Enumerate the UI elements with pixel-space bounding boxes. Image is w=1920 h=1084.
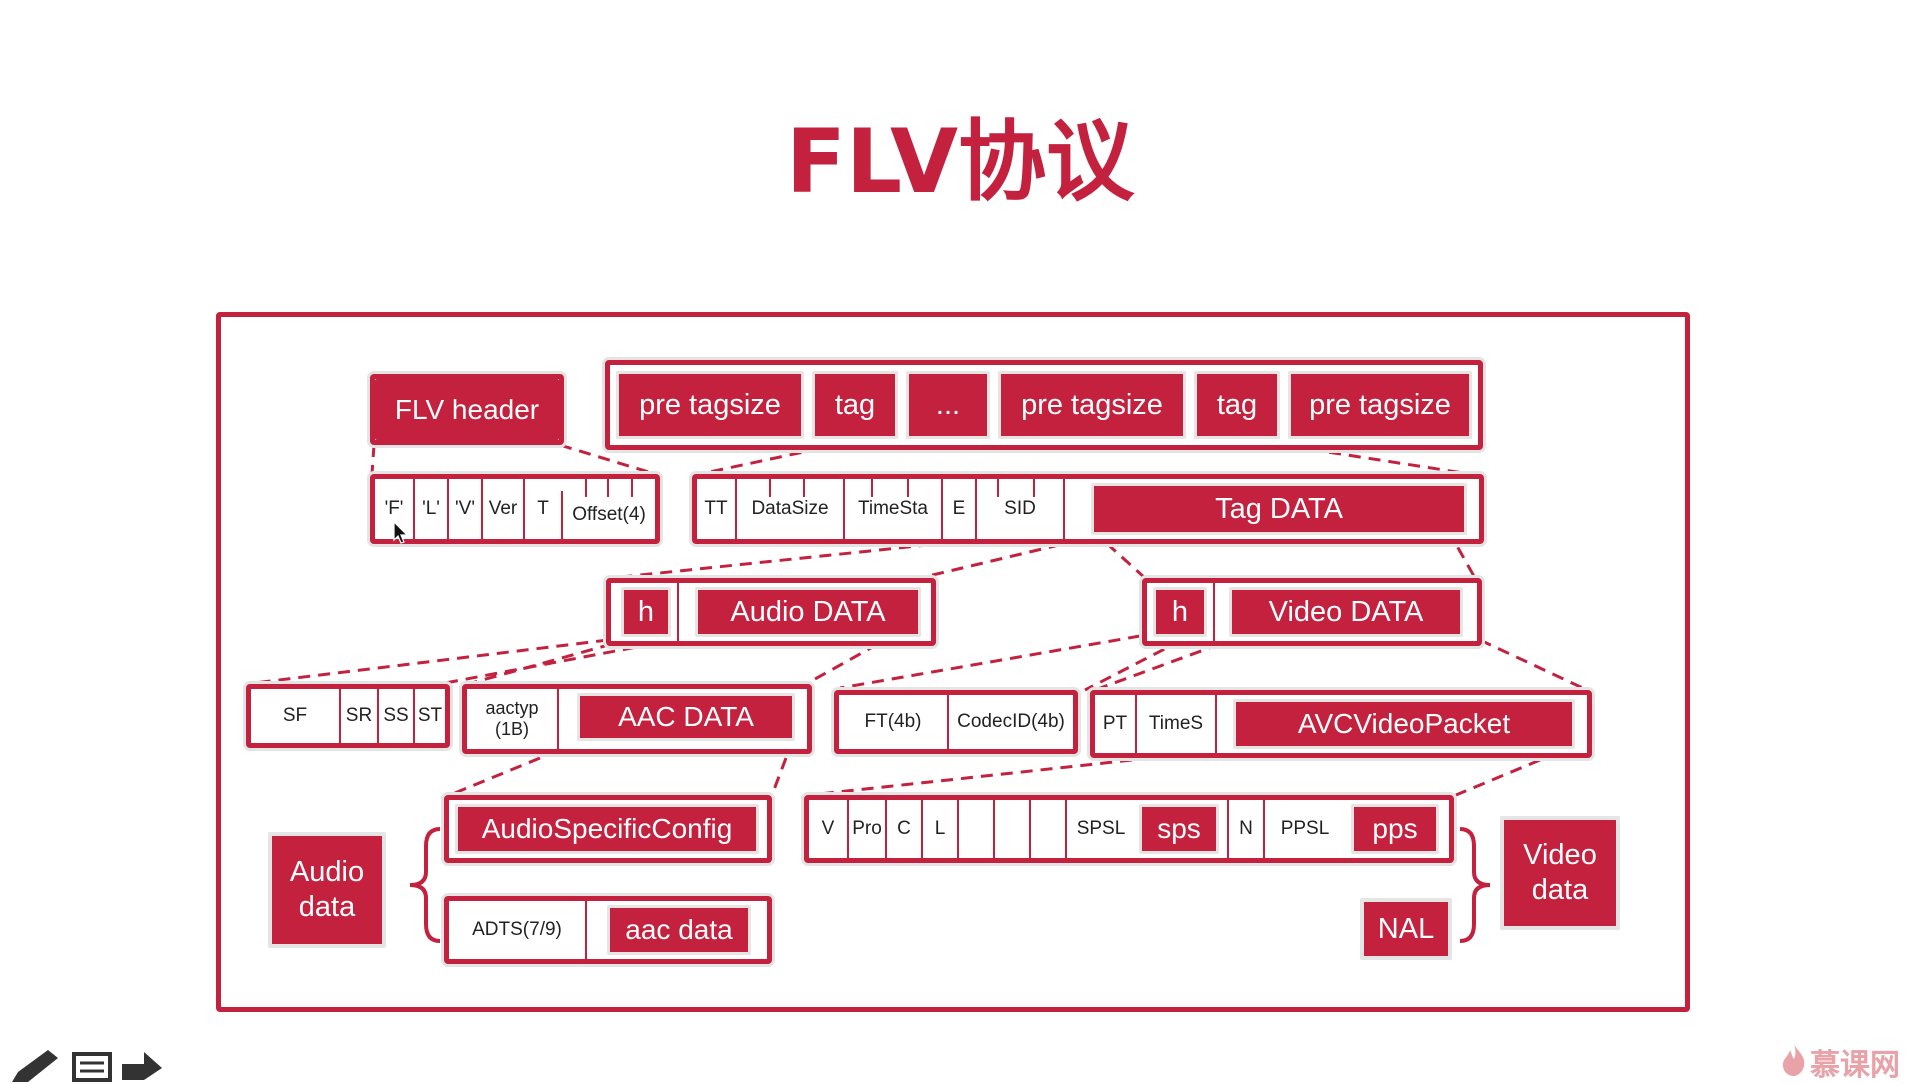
flv-header-label: FLV header xyxy=(375,379,559,440)
field-sid: SID xyxy=(975,479,1063,539)
field-st: ST xyxy=(413,689,445,743)
audio-divider xyxy=(677,583,685,641)
audio-data-block: Audio DATA xyxy=(695,587,921,637)
field-version: V xyxy=(821,818,835,839)
adts-box: ADTS(7/9) aac data xyxy=(444,896,772,964)
sps-block: sps xyxy=(1139,804,1219,854)
aac-box: aactyp (1B) AAC DATA xyxy=(462,684,812,754)
audio-data-box: h Audio DATA xyxy=(606,578,936,646)
stream-item-tag: tag xyxy=(1194,371,1280,439)
watermark-logo: 慕课网 xyxy=(1780,1038,1915,1083)
flv-header-box: FLV header xyxy=(370,374,564,445)
forward-arrow-icon[interactable] xyxy=(120,1050,164,1080)
field-timestamp: TimeSta xyxy=(843,479,941,539)
field-blank-3 xyxy=(1029,800,1065,858)
flv-header-fields: 'F' 'L' 'V' Ver T Offset(4) xyxy=(370,474,660,544)
field-l: 'L' xyxy=(413,479,447,539)
field-sf: SF xyxy=(282,705,308,726)
pencil-icon[interactable] xyxy=(8,1050,66,1082)
field-tt: TT xyxy=(704,498,728,519)
tag-data-block: Tag DATA xyxy=(1091,483,1467,535)
stream-item-pre-tagsize: pre tagsize xyxy=(998,371,1186,439)
watermark-text: 慕课网 xyxy=(1810,1048,1900,1083)
field-compatibility: C xyxy=(885,800,921,858)
aac-data-block: AAC DATA xyxy=(577,693,795,741)
video-data-block: Video DATA xyxy=(1229,587,1463,637)
stream-item-tag: tag xyxy=(812,371,898,439)
field-v: 'V' xyxy=(447,479,481,539)
field-ver: Ver xyxy=(481,479,523,539)
audio-data-side-label: Audio data xyxy=(268,832,386,948)
stream-item-ellipsis: ... xyxy=(906,371,990,439)
field-f: 'F' xyxy=(384,498,404,519)
field-blank-2 xyxy=(993,800,1029,858)
avc-video-packet-block: AVCVideoPacket xyxy=(1233,699,1575,749)
field-sps-length: SPSL xyxy=(1065,800,1135,858)
list-icon[interactable] xyxy=(72,1052,112,1082)
stream-item-pre-tagsize: pre tagsize xyxy=(616,371,804,439)
adts-divider xyxy=(585,901,599,959)
field-packet-type: PT xyxy=(1102,713,1128,734)
field-spacer xyxy=(1063,479,1083,539)
field-level: L xyxy=(921,800,957,858)
field-sr: SR xyxy=(339,689,377,743)
video-divider xyxy=(1213,583,1221,641)
field-composition-time: TimeS xyxy=(1135,695,1215,753)
video-brace-icon xyxy=(1459,827,1491,943)
stream-bar: pre tagsize tag ... pre tagsize tag pre … xyxy=(605,360,1483,450)
field-codec-id: CodecID(4b) xyxy=(947,695,1073,749)
audio-header-h: h xyxy=(621,587,671,637)
video-header-h: h xyxy=(1153,587,1207,637)
field-frame-type: FT(4b) xyxy=(864,711,922,732)
aac-type-field: aactyp (1B) xyxy=(485,698,539,739)
field-blank-1 xyxy=(957,800,993,858)
field-datasize: DataSize xyxy=(735,479,843,539)
field-t: T xyxy=(523,479,561,539)
audio-tag-fields: SF SR SS ST xyxy=(246,684,450,748)
page-title: FLV协议 xyxy=(785,110,1135,213)
field-offset: Offset(4) xyxy=(561,491,655,539)
flame-logo-icon xyxy=(1783,1044,1805,1076)
diagram-frame xyxy=(216,312,1690,1012)
avc-divider xyxy=(1215,695,1227,753)
field-e: E xyxy=(941,479,975,539)
aac-divider xyxy=(557,689,567,749)
tag-fields: TT DataSize TimeSta E SID Tag DATA xyxy=(692,474,1484,544)
video-tag-fields: FT(4b) CodecID(4b) xyxy=(834,690,1078,754)
field-pps-length: PPSL xyxy=(1263,800,1345,858)
avc-sequence-header-box: V Pro C L SPSL sps N PPSL pps xyxy=(804,795,1454,863)
video-data-box: h Video DATA xyxy=(1142,578,1482,646)
stream-item-pre-tagsize: pre tagsize xyxy=(1288,371,1472,439)
bottom-toolbar xyxy=(0,1046,170,1082)
nal-label: NAL xyxy=(1360,898,1452,960)
field-profile: Pro xyxy=(847,800,885,858)
field-adts-header: ADTS(7/9) xyxy=(472,919,562,940)
avc-box: PT TimeS AVCVideoPacket xyxy=(1090,690,1592,758)
audio-specific-config-block: AudioSpecificConfig xyxy=(455,804,759,854)
audio-brace-icon xyxy=(409,827,441,943)
field-ss: SS xyxy=(377,689,413,743)
pps-block: pps xyxy=(1351,804,1439,854)
video-data-side-label: Video data xyxy=(1500,816,1620,930)
field-pps-count: N xyxy=(1227,800,1263,858)
mouse-cursor-icon xyxy=(393,521,409,544)
audio-specific-config-box: AudioSpecificConfig xyxy=(444,795,772,863)
aac-raw-data-block: aac data xyxy=(607,905,751,955)
